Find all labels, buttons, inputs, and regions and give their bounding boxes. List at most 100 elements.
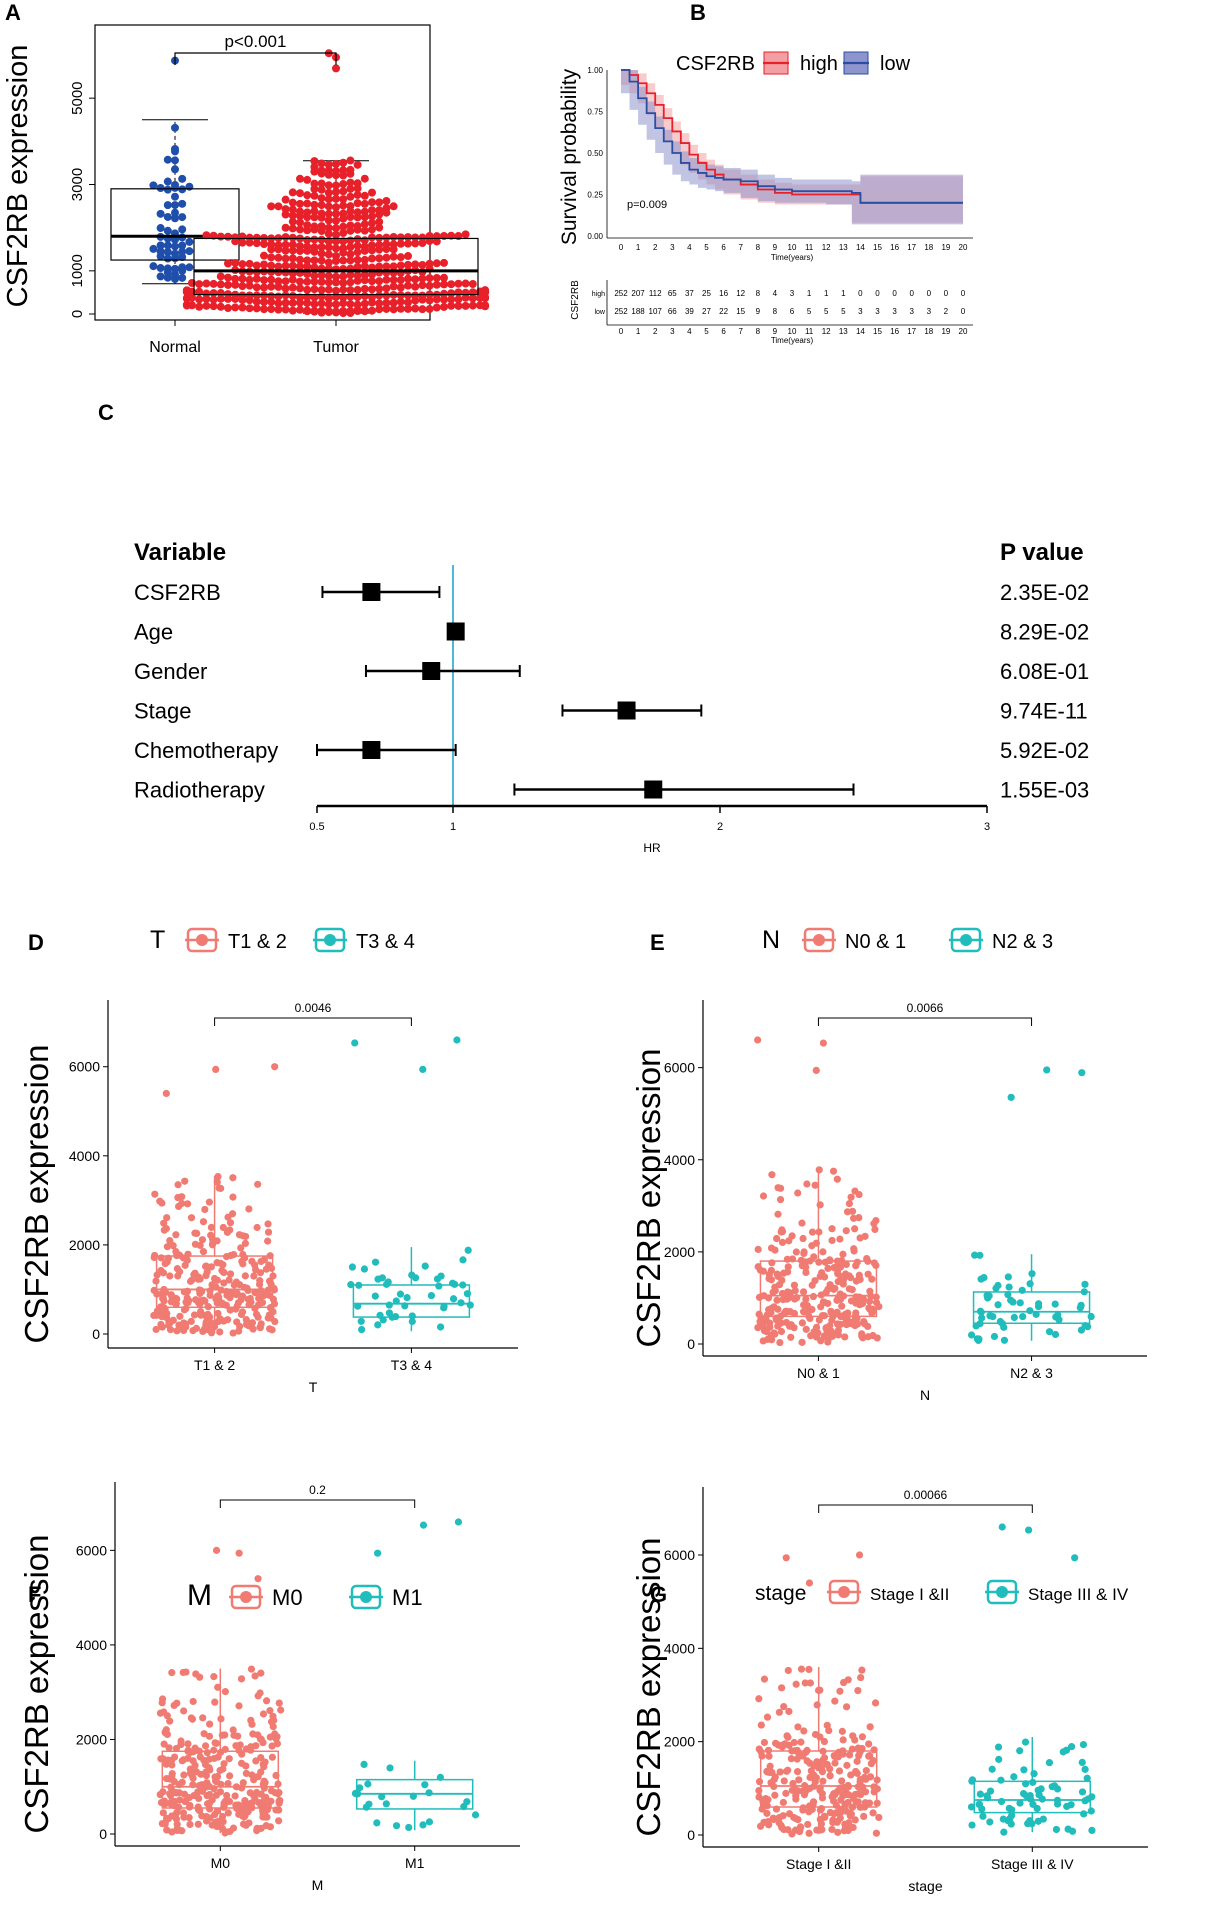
risk-count: 8 — [773, 307, 778, 316]
pvalue-label: 5.92E-02 — [1000, 738, 1089, 763]
significance-bracket — [818, 1504, 1033, 1513]
data-point — [854, 1275, 863, 1284]
data-point — [453, 1036, 461, 1044]
data-point — [802, 1787, 810, 1795]
data-point — [288, 233, 297, 242]
legend-label: Stage III & IV — [1028, 1585, 1129, 1604]
data-point — [353, 160, 362, 169]
data-point — [353, 208, 362, 217]
data-point — [847, 1297, 856, 1305]
data-point — [220, 1279, 228, 1287]
data-point — [176, 1312, 184, 1320]
risk-count: 0 — [961, 307, 966, 316]
data-point — [768, 1171, 776, 1179]
risk-row-label-high: high — [592, 291, 605, 298]
data-point — [435, 1282, 443, 1290]
data-point — [332, 300, 340, 309]
data-point — [1025, 1526, 1033, 1534]
data-point — [411, 233, 420, 242]
data-point — [819, 1777, 827, 1785]
data-point — [251, 1289, 259, 1297]
data-point — [461, 301, 470, 310]
data-point — [250, 1272, 258, 1280]
data-point — [427, 1291, 436, 1300]
data-point — [324, 278, 333, 287]
data-point — [209, 295, 218, 304]
data-point — [324, 223, 333, 232]
data-point — [374, 1549, 382, 1557]
data-point — [255, 1294, 263, 1302]
data-point — [205, 1198, 213, 1206]
box-iqr — [155, 1255, 274, 1309]
data-point — [799, 1752, 807, 1760]
data-point — [171, 1811, 180, 1819]
data-point — [163, 264, 172, 273]
data-point — [795, 1776, 803, 1784]
x-tick-label: 11 — [805, 243, 814, 252]
data-point — [252, 283, 261, 292]
data-point — [975, 1335, 983, 1343]
data-point — [245, 275, 254, 284]
data-point — [179, 1756, 188, 1764]
legend-swatch-dot — [813, 934, 825, 946]
data-point — [346, 202, 355, 211]
data-point — [755, 1778, 764, 1786]
data-point — [288, 246, 297, 255]
data-point — [163, 1243, 171, 1251]
data-point — [368, 285, 376, 294]
box-iqr — [759, 1750, 878, 1808]
data-point — [828, 1332, 836, 1340]
box-iqr — [973, 1780, 1092, 1814]
y-tick-label: 6000 — [664, 1060, 695, 1076]
data-point — [1068, 1743, 1076, 1751]
data-point — [801, 1679, 809, 1687]
risk-x-tick-label: 10 — [788, 327, 797, 336]
data-point — [229, 1824, 238, 1832]
data-point — [296, 284, 304, 293]
data-point — [466, 1301, 474, 1309]
data-point — [209, 279, 218, 288]
legend-swatch-dot — [240, 1591, 252, 1603]
y-axis-title: CSF2RB expression — [18, 1535, 55, 1834]
y-tick-label: 0.50 — [587, 149, 603, 158]
data-point — [851, 1322, 859, 1330]
data-point — [449, 1295, 458, 1303]
y-tick-label: 0 — [69, 310, 86, 318]
data-point — [317, 209, 326, 218]
data-point — [871, 1225, 879, 1233]
data-point — [396, 297, 405, 306]
data-point — [296, 174, 304, 183]
data-point — [324, 300, 333, 309]
data-point — [382, 298, 391, 307]
data-point — [249, 1325, 257, 1333]
data-point — [793, 1768, 802, 1776]
y-axis-title: CSF2RB expression — [2, 45, 34, 308]
data-point — [191, 1229, 199, 1237]
data-point — [267, 240, 276, 249]
panel-f-m-stage-boxplot: F M M0 M1 CSF2RB expression 0 2000 4000 6000 M0 M1… — [18, 1482, 520, 1893]
data-point — [404, 239, 412, 248]
risk-x-tick-label: 6 — [721, 327, 726, 336]
data-point — [310, 306, 319, 315]
data-point — [815, 1228, 823, 1236]
data-point — [1078, 1069, 1086, 1077]
data-point — [454, 301, 463, 310]
data-point — [346, 286, 355, 295]
data-point — [1068, 1827, 1077, 1835]
data-point — [332, 167, 340, 176]
data-point — [779, 1798, 787, 1807]
data-point — [464, 1246, 472, 1254]
data-point — [425, 259, 434, 268]
data-point — [1077, 1301, 1085, 1309]
data-point — [195, 295, 204, 304]
variable-label: Radiotherapy — [134, 778, 265, 803]
data-point — [180, 1771, 188, 1779]
p-value-label: p<0.001 — [225, 32, 287, 51]
data-point — [218, 1812, 227, 1821]
data-point — [781, 1307, 790, 1316]
data-point — [1026, 1307, 1034, 1315]
data-point — [192, 1670, 200, 1678]
data-point — [303, 199, 312, 208]
data-point — [379, 1316, 387, 1324]
data-point — [202, 1272, 210, 1280]
